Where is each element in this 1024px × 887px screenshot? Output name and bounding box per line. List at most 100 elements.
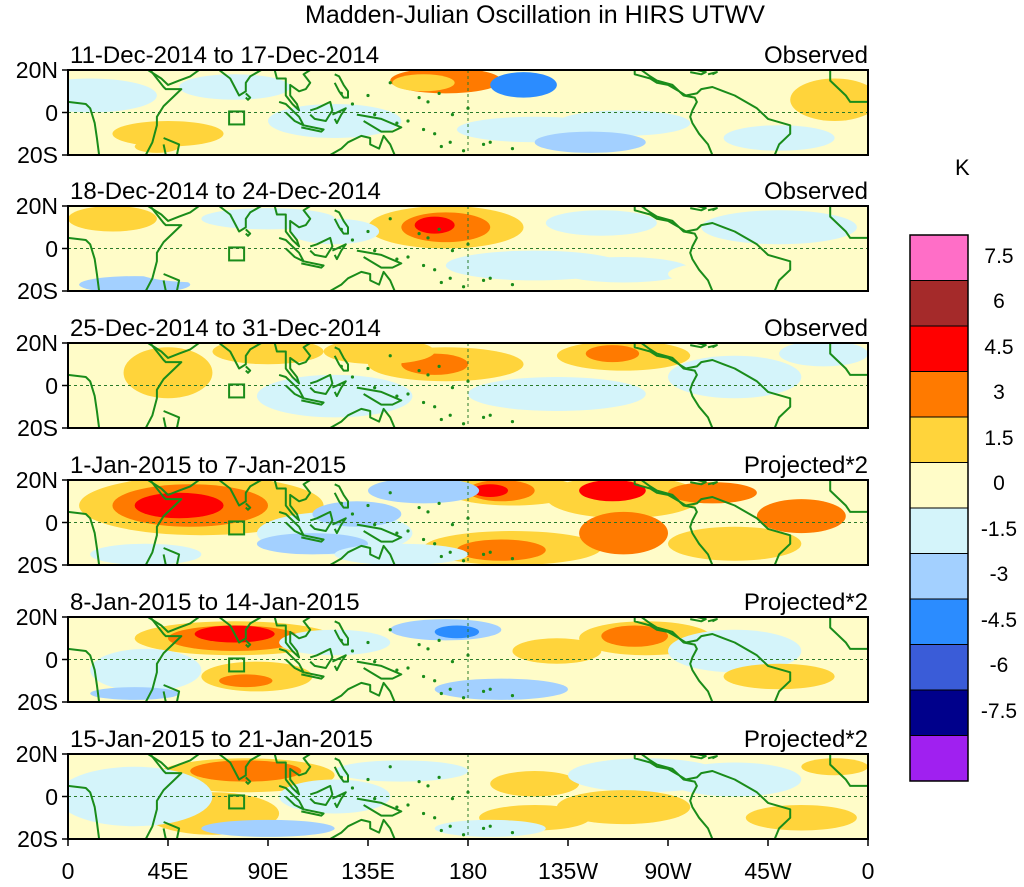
anomaly-contour: [668, 74, 802, 109]
coastline: [301, 124, 325, 133]
anomaly-contour: [134, 402, 268, 428]
island: [373, 249, 377, 253]
lat-label: 20S: [17, 415, 58, 441]
island: [448, 413, 452, 417]
island: [395, 531, 399, 535]
coastline: [331, 517, 347, 535]
anomaly-contour: [579, 511, 668, 555]
coastline: [633, 70, 792, 155]
map-panel: [62, 69, 869, 156]
anomaly-contour: [579, 480, 646, 502]
coastline: [690, 754, 707, 760]
lat-label: 0: [45, 235, 58, 262]
anomaly-contour: [668, 482, 757, 504]
panel-date-range: 8-Jan-2015 to 14-Jan-2015: [70, 589, 360, 616]
lon-label: 135W: [537, 858, 599, 884]
coastline: [278, 100, 305, 127]
coastline: [707, 344, 718, 349]
island: [366, 640, 370, 645]
coastline: [301, 397, 325, 406]
anomaly-contour: [468, 377, 646, 411]
island: [433, 405, 437, 409]
coastline: [309, 784, 334, 806]
coastline: [633, 206, 792, 291]
anomaly-contour: [392, 74, 455, 92]
coastline: [356, 523, 403, 543]
anomaly-contour: [368, 480, 480, 504]
coastline: [273, 617, 312, 659]
lat-label: 20S: [17, 142, 58, 168]
lon-label: 90W: [644, 858, 692, 884]
island: [373, 797, 377, 801]
island: [439, 144, 443, 149]
island: [350, 375, 355, 379]
island: [406, 666, 410, 670]
coastline: [162, 410, 181, 428]
island: [510, 420, 515, 424]
colorbar-swatch: [909, 280, 969, 327]
anomaly-contour: [456, 539, 546, 561]
lat-label: 20N: [15, 604, 58, 630]
island: [439, 280, 443, 285]
coastline: [319, 681, 396, 702]
coastline: [829, 480, 868, 513]
map-panel: [62, 479, 869, 566]
anomaly-contour: [779, 343, 868, 367]
island: [350, 512, 355, 516]
coastline: [245, 365, 252, 374]
island: [417, 780, 421, 784]
island: [426, 647, 430, 651]
island: [488, 550, 492, 554]
anomaly-contour: [490, 72, 557, 98]
lat-label: 20S: [17, 552, 58, 578]
colorbar-swatch: [909, 234, 969, 281]
island: [373, 523, 377, 527]
coastline: [309, 373, 334, 395]
lat-label: 20N: [15, 467, 58, 493]
coastline: [319, 818, 396, 839]
island: [488, 824, 492, 828]
coastline: [829, 206, 868, 239]
island: [426, 373, 430, 377]
chart-title: Madden-Julian Oscillation in HIRS UTWV: [305, 1, 765, 29]
coastline: [68, 343, 183, 428]
island: [426, 784, 430, 788]
island: [448, 550, 452, 554]
island: [510, 283, 515, 287]
colorbar-label: -7.5: [980, 699, 1018, 723]
panel-type: Observed: [763, 178, 868, 205]
coastline: [319, 134, 396, 155]
island: [488, 687, 492, 691]
island: [421, 400, 426, 405]
coastline: [245, 92, 252, 101]
island: [406, 255, 410, 259]
island: [450, 249, 455, 253]
island: [339, 638, 343, 642]
anomaly-contour: [434, 678, 568, 700]
island: [421, 263, 426, 268]
coastline: [707, 207, 718, 212]
reference-box: [228, 383, 246, 399]
panel-date-range: 11-Dec-2014 to 17-Dec-2014: [70, 42, 380, 69]
lat-label: 0: [45, 783, 58, 810]
colorbar-frame: [909, 234, 969, 782]
island: [481, 278, 486, 282]
coastline: [829, 617, 868, 650]
island: [426, 510, 430, 514]
coastline: [162, 273, 181, 291]
anomaly-contour: [556, 790, 691, 825]
island: [433, 268, 437, 272]
lat-label: 20S: [17, 278, 58, 304]
anomaly-contour: [601, 625, 669, 647]
lat-label: 20S: [17, 689, 58, 715]
colorbar-label: 0: [993, 472, 1005, 495]
island: [439, 828, 443, 833]
lat-label: 0: [45, 509, 58, 536]
island: [461, 696, 466, 700]
map-panel: [62, 616, 869, 703]
anomaly-contour: [434, 819, 546, 837]
coastline: [218, 754, 262, 781]
island: [450, 797, 455, 801]
island: [510, 557, 515, 561]
island: [417, 643, 421, 647]
